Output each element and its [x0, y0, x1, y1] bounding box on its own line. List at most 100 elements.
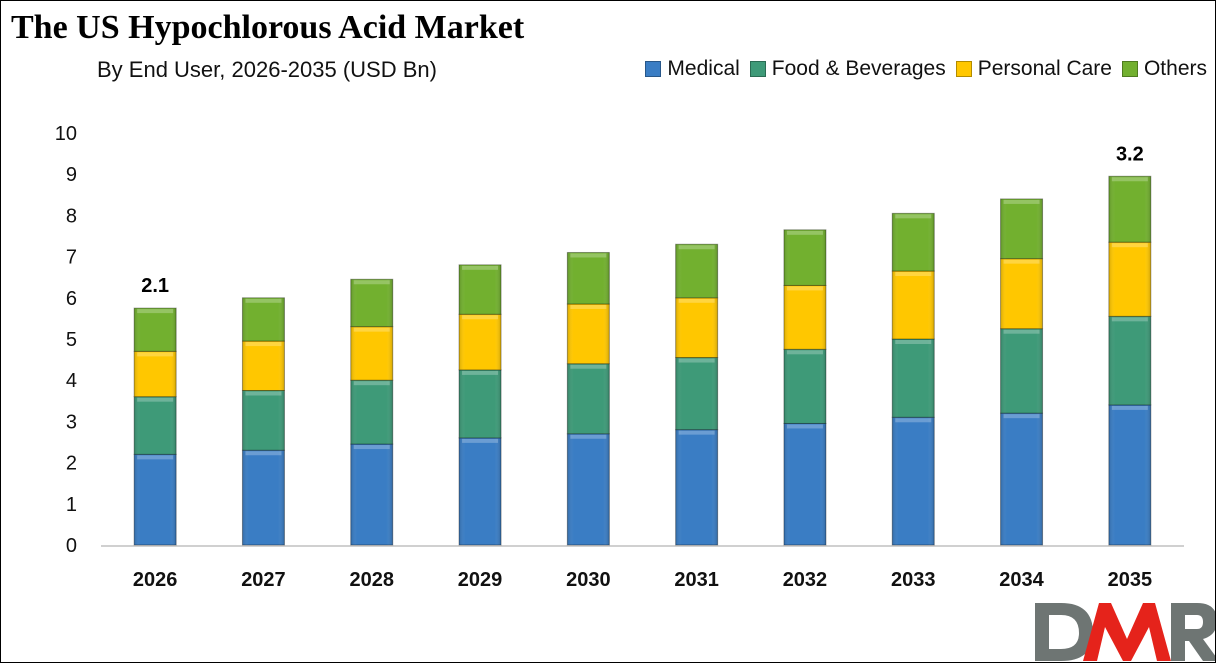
x-tick-label: 2034 — [999, 569, 1044, 591]
bar-highlight — [353, 280, 390, 285]
bar-highlight — [895, 340, 932, 344]
legend-item: Others — [1121, 57, 1207, 81]
bar-bevel — [783, 229, 826, 286]
x-tick-label: 2033 — [891, 569, 936, 591]
legend-item: Food & Beverages — [749, 57, 946, 81]
bar-highlight — [462, 438, 499, 443]
bar-bevel — [1108, 176, 1151, 243]
bar-bevel — [567, 433, 610, 545]
bar-highlight — [678, 358, 715, 363]
legend-swatch — [1121, 61, 1138, 77]
legend-swatch — [955, 61, 972, 77]
bar-highlight — [137, 309, 174, 314]
bar-highlight — [786, 424, 823, 429]
bar-bevel — [892, 339, 935, 418]
bar-highlight — [678, 430, 715, 435]
y-tick-label: 3 — [66, 411, 77, 433]
bar-bevel — [567, 303, 610, 364]
bar-highlight — [895, 418, 932, 423]
legend: Medical Food & Beverages Personal Care Othe… — [645, 57, 1207, 81]
bar-bevel — [350, 444, 393, 545]
y-tick-label: 5 — [66, 329, 77, 351]
bar-bevel — [459, 369, 502, 438]
legend-label: Personal Care — [977, 57, 1112, 80]
chart-title: The US Hypochlorous Acid Market — [11, 9, 525, 46]
x-tick-label: 2031 — [674, 569, 719, 591]
bar-bevel — [1000, 413, 1043, 545]
bar-highlight — [137, 352, 174, 357]
bar-highlight — [462, 265, 499, 270]
bar-highlight — [245, 391, 282, 396]
bar-bevel — [242, 450, 285, 545]
bar-bevel — [1108, 404, 1151, 545]
bar-highlight — [1003, 259, 1040, 264]
bar-highlight — [570, 364, 607, 369]
bar-highlight — [245, 298, 282, 303]
bar-bevel — [892, 417, 935, 545]
bar-highlight — [462, 370, 499, 375]
y-tick-label: 4 — [66, 370, 77, 392]
bar-highlight — [1003, 414, 1040, 419]
x-tick-label: 2026 — [133, 569, 178, 591]
y-tick-label: 6 — [66, 288, 77, 310]
bar-bevel — [567, 363, 610, 434]
chart-subtitle: By End User, 2026-2035 (USD Bn) — [97, 57, 437, 82]
bar-highlight — [353, 445, 390, 450]
x-tick-label: 2028 — [350, 569, 395, 591]
bar-highlight — [678, 298, 715, 303]
bar-highlight — [1111, 177, 1148, 182]
bar-bevel — [1000, 328, 1043, 414]
bar-bevel — [350, 380, 393, 445]
bar-bevel — [675, 244, 718, 298]
bar-highlight — [1111, 317, 1148, 322]
x-tick-label: 2029 — [458, 569, 503, 591]
bar-bevel — [783, 349, 826, 424]
legend-label: Others — [1143, 57, 1207, 80]
bar-bevel — [1000, 258, 1043, 329]
bar-bevel — [1108, 242, 1151, 317]
bar-bevel — [675, 429, 718, 545]
bar-highlight — [353, 381, 390, 386]
bar-bevel — [134, 396, 177, 455]
bar-bevel — [134, 351, 177, 397]
y-tick-label: 9 — [66, 164, 77, 186]
bar-highlight — [895, 272, 932, 277]
bar-bevel — [459, 264, 502, 315]
bar-highlight — [1003, 199, 1040, 204]
bar-highlight — [678, 245, 715, 250]
x-tick-label: 2030 — [566, 569, 611, 591]
legend-item: Personal Care — [955, 57, 1112, 81]
bar-highlight — [786, 286, 823, 291]
x-tick-label: 2035 — [1108, 569, 1153, 591]
y-tick-label: 0 — [66, 535, 77, 557]
dmr-logo — [1035, 603, 1215, 661]
legend-item: Medical — [645, 57, 740, 81]
legend-swatch — [749, 61, 766, 77]
legend-label: Food & Beverages — [771, 57, 946, 80]
bar-bevel — [459, 437, 502, 545]
bar-bevel — [567, 252, 610, 304]
bar-highlight — [570, 304, 607, 309]
bar-highlight — [137, 397, 174, 402]
bar-highlight — [245, 342, 282, 347]
bar-bevel — [459, 314, 502, 370]
bar-bevel — [892, 213, 935, 272]
legend-label: Medical — [667, 57, 740, 80]
data-label: 2.1 — [141, 275, 169, 297]
bar-highlight — [1003, 329, 1040, 334]
bar-bevel — [1000, 198, 1043, 259]
data-label: 3.2 — [1116, 143, 1144, 165]
bar-highlight — [786, 230, 823, 235]
bar-highlight — [1111, 405, 1148, 410]
bar-bevel — [675, 297, 718, 358]
bar-highlight — [462, 315, 499, 320]
x-tick-label: 2032 — [783, 569, 828, 591]
bar-bevel — [242, 390, 285, 451]
x-tick-label: 2027 — [241, 569, 286, 591]
bar-highlight — [353, 327, 390, 332]
y-tick-label: 8 — [66, 205, 77, 227]
bar-bevel — [675, 357, 718, 430]
bar-bevel — [350, 326, 393, 381]
